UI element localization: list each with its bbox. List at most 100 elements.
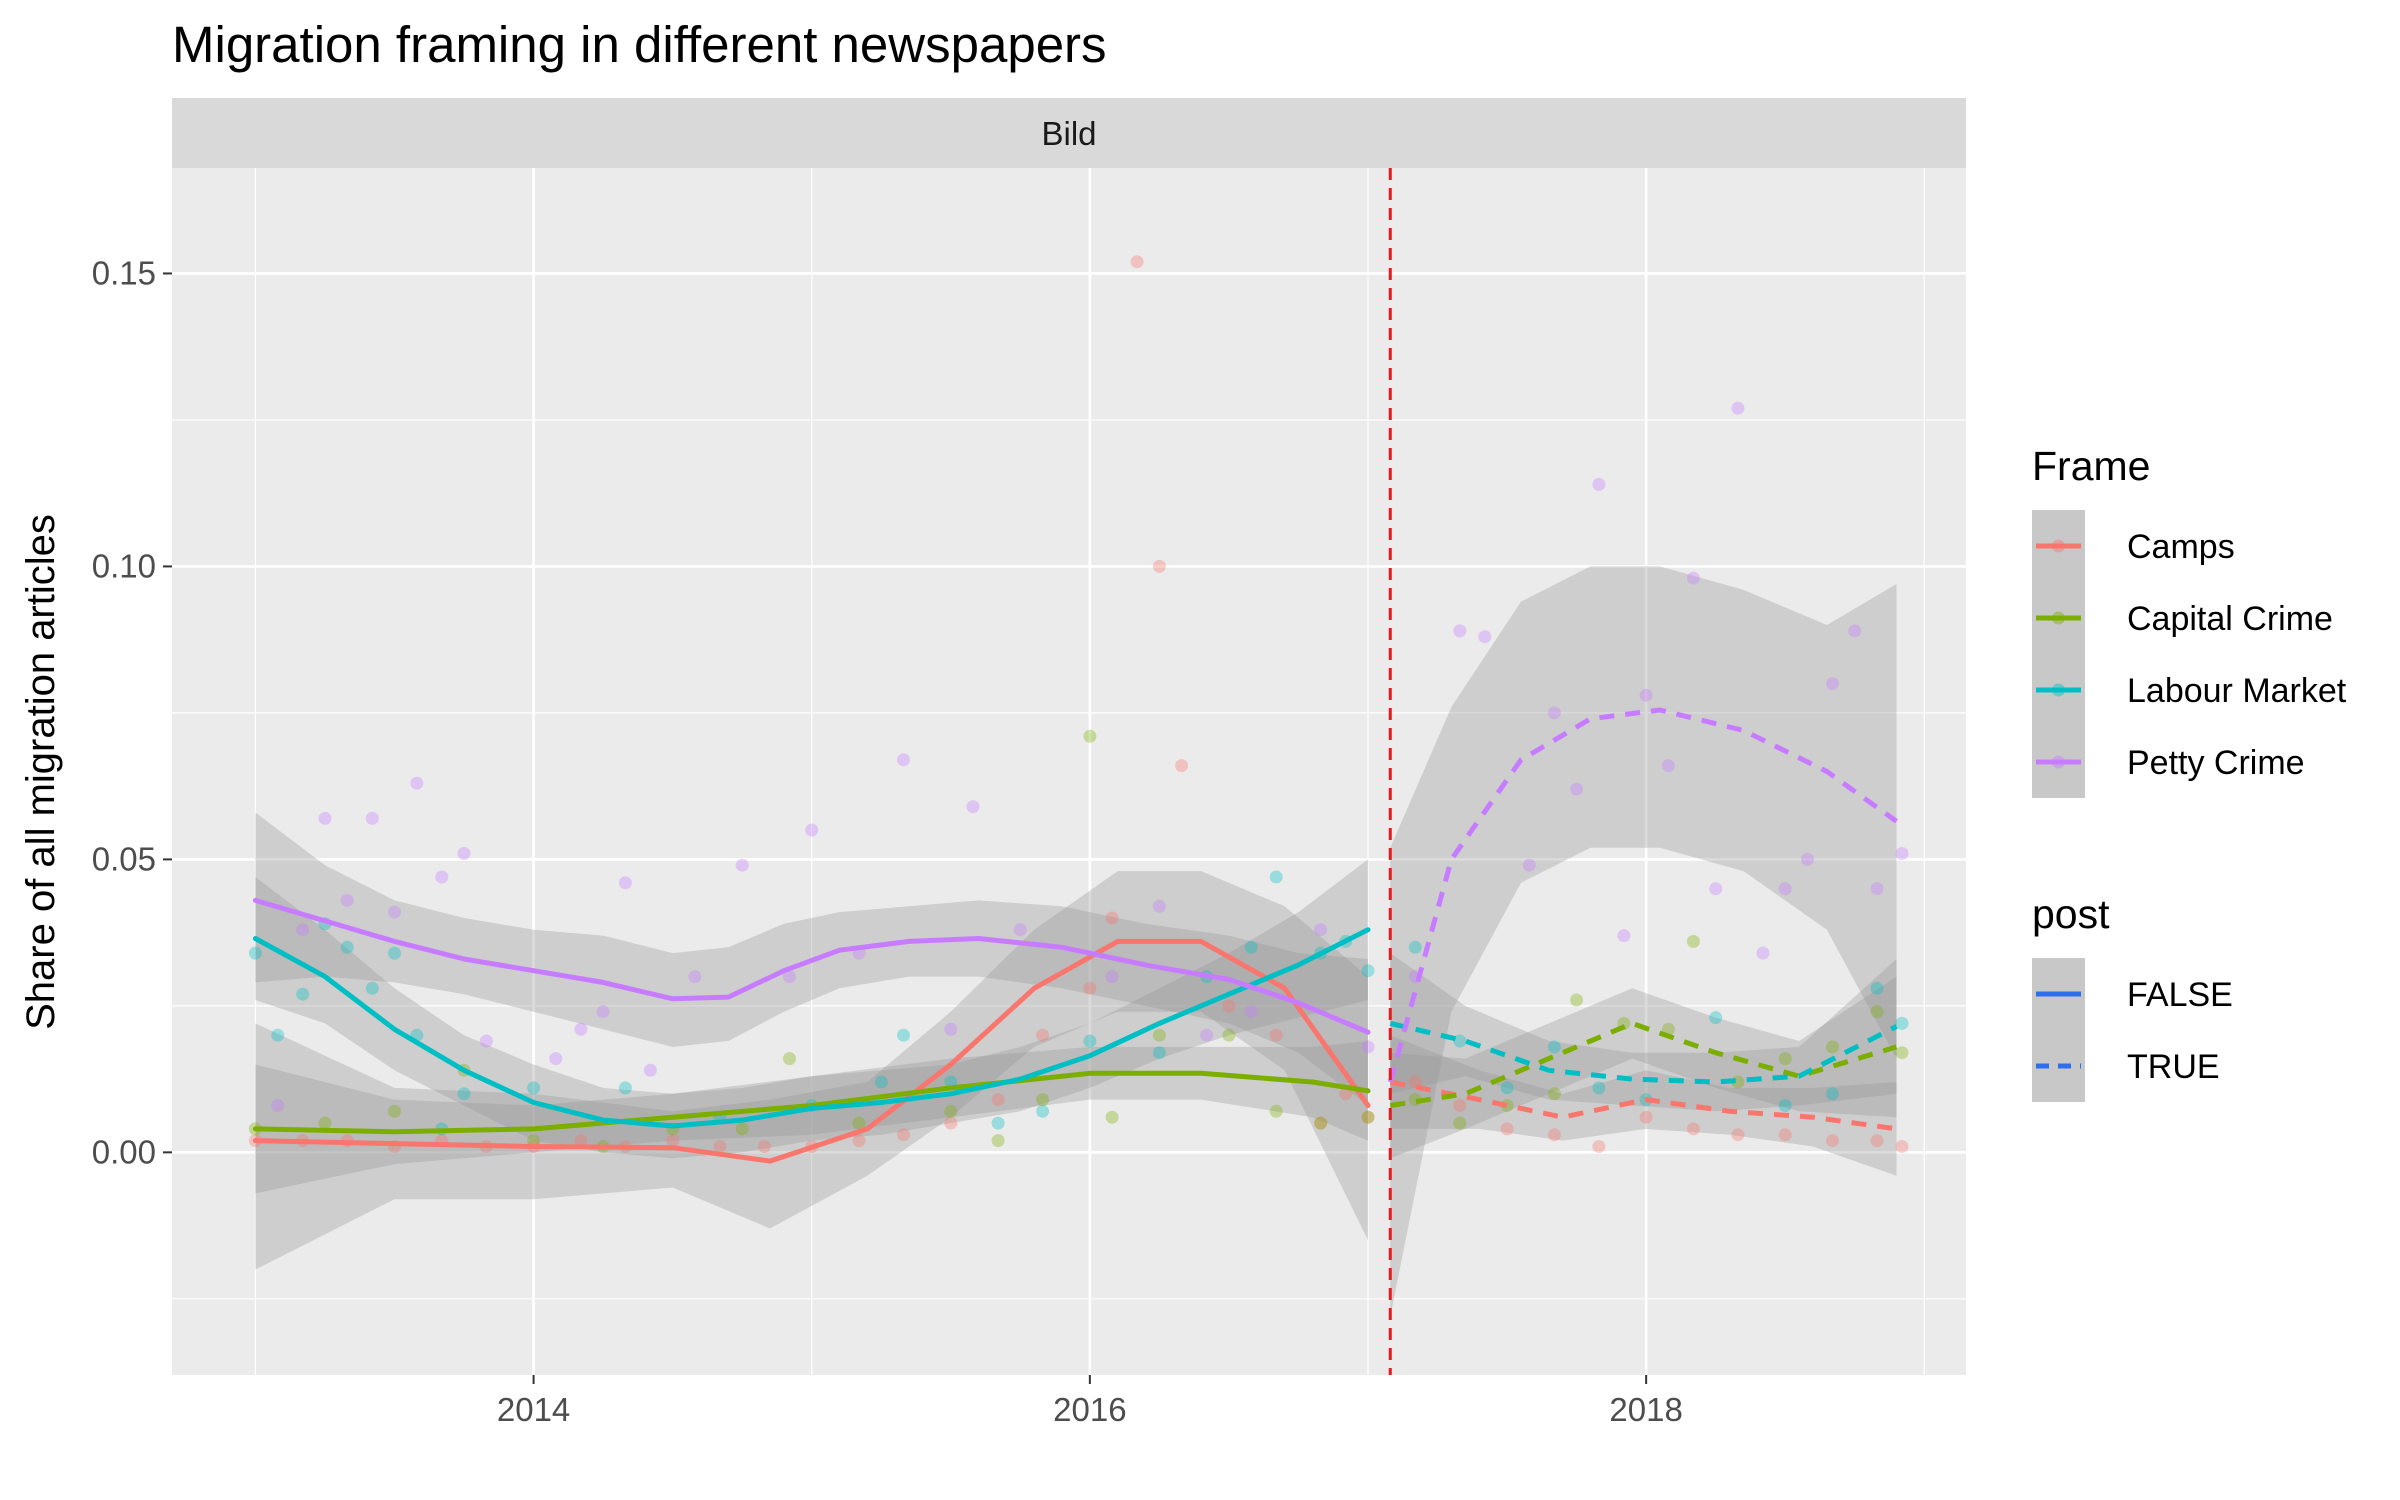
x-tick-label: 2014: [497, 1391, 570, 1428]
data-point-labour-market: [1408, 940, 1422, 954]
data-point-petty-crime: [897, 753, 910, 767]
trend-line-petty-crime-pre: [252, 897, 1371, 1035]
data-point-petty-crime: [365, 811, 379, 825]
data-point-labour-market: [1269, 870, 1283, 884]
data-point-petty-crime: [783, 970, 796, 984]
data-point-capital-crime: [1083, 729, 1097, 743]
data-point-labour-market: [1709, 1011, 1723, 1025]
data-point-petty-crime: [1895, 847, 1909, 860]
chart-title: Migration framing in different newspaper…: [172, 16, 1107, 73]
data-point-petty-crime: [1756, 946, 1770, 960]
data-point-capital-crime: [318, 1116, 332, 1130]
data-point-labour-market: [296, 987, 310, 1001]
data-point-labour-market: [340, 940, 354, 954]
data-point-petty-crime: [1709, 882, 1723, 896]
data-point-labour-market: [1870, 981, 1884, 995]
trend-line-capital-crime-pre: [252, 1070, 1371, 1135]
legend-title-frame: Frame: [2032, 443, 2150, 489]
data-point-petty-crime: [1826, 677, 1839, 691]
data-point-camps: [991, 1093, 1005, 1107]
data-point-labour-market: [1152, 1046, 1166, 1060]
data-point-petty-crime: [435, 870, 449, 884]
legend-key-point-capital-crime: [2052, 611, 2065, 625]
data-point-capital-crime: [944, 1104, 958, 1118]
data-point-labour-market: [365, 981, 379, 995]
data-point-petty-crime: [479, 1034, 493, 1048]
data-point-petty-crime: [1200, 1028, 1214, 1042]
data-point-labour-market: [388, 946, 401, 960]
data-point-capital-crime: [1152, 1028, 1166, 1042]
data-point-camps: [666, 1134, 680, 1148]
data-point-camps: [1036, 1028, 1050, 1042]
legend-label-labour-market: Labour Market: [2127, 672, 2347, 710]
data-point-camps: [1639, 1110, 1653, 1124]
data-point-camps: [713, 1140, 727, 1153]
data-point-camps: [1826, 1134, 1839, 1148]
data-point-camps: [1870, 1134, 1884, 1148]
data-point-capital-crime: [991, 1134, 1005, 1148]
data-point-capital-crime: [388, 1104, 401, 1118]
data-point-labour-market: [1500, 1081, 1514, 1095]
data-point-petty-crime: [1478, 630, 1492, 644]
data-point-petty-crime: [1639, 688, 1653, 702]
data-point-labour-market: [1895, 1016, 1909, 1030]
smooth-lines: [252, 707, 1898, 1164]
data-point-petty-crime: [1778, 882, 1792, 896]
trend-line-camps-post: [1389, 1079, 1897, 1132]
data-point-camps: [1083, 981, 1097, 995]
data-point-labour-market: [1547, 1040, 1561, 1054]
data-point-labour-market: [897, 1028, 910, 1042]
data-point-capital-crime: [1826, 1040, 1839, 1054]
y-tick-label: 0.05: [92, 840, 156, 877]
data-point-capital-crime: [735, 1122, 749, 1136]
data-point-labour-market: [874, 1075, 888, 1089]
data-point-labour-market: [1036, 1104, 1050, 1118]
data-point-camps: [1547, 1128, 1561, 1142]
data-point-petty-crime: [1013, 923, 1027, 937]
legend-label-true: TRUE: [2127, 1048, 2220, 1086]
data-point-capital-crime: [1222, 1028, 1236, 1042]
data-point-camps: [1339, 1087, 1353, 1101]
data-point-capital-crime: [1453, 1116, 1467, 1130]
data-point-labour-market: [1592, 1081, 1606, 1095]
trend-line-labour-market-pre: [252, 927, 1371, 1129]
data-point-petty-crime: [271, 1099, 285, 1112]
legend: Frame Camps Capital Crime Labour Market Pett…: [2032, 443, 2347, 1102]
data-point-petty-crime: [340, 893, 354, 907]
plot-panel: [172, 168, 1966, 1375]
data-point-petty-crime: [1570, 782, 1584, 796]
data-point-petty-crime: [1731, 401, 1745, 415]
data-point-capital-crime: [1361, 1110, 1375, 1124]
data-point-petty-crime: [1314, 923, 1328, 937]
data-points: [248, 255, 1909, 1153]
data-point-labour-market: [1778, 1099, 1792, 1112]
data-point-petty-crime: [1244, 1005, 1258, 1019]
data-point-camps: [1269, 1028, 1283, 1042]
data-point-camps: [1686, 1122, 1700, 1136]
data-point-petty-crime: [1152, 899, 1166, 913]
data-point-labour-market: [991, 1116, 1005, 1130]
data-point-petty-crime: [944, 1022, 958, 1036]
data-point-labour-market: [1453, 1034, 1467, 1048]
trend-line-labour-market-post: [1389, 1020, 1898, 1085]
data-point-camps: [852, 1134, 866, 1148]
data-point-capital-crime: [783, 1052, 796, 1066]
data-point-petty-crime: [388, 905, 401, 919]
confidence-band-camps-post: [1390, 1035, 1897, 1176]
y-tick-label: 0.00: [92, 1133, 156, 1170]
data-point-petty-crime: [1592, 477, 1606, 491]
data-point-capital-crime: [852, 1116, 866, 1130]
data-point-camps: [1105, 911, 1119, 925]
data-point-petty-crime: [966, 800, 980, 814]
data-point-petty-crime: [1870, 882, 1884, 896]
axes: 2014 2016 2018 0.00 0.05 0.10 0.15: [92, 254, 1683, 1428]
data-point-petty-crime: [1686, 571, 1700, 585]
gridlines: [172, 168, 1966, 1375]
data-point-labour-market: [618, 1081, 632, 1095]
data-point-camps: [1175, 759, 1189, 773]
data-point-petty-crime: [1522, 858, 1536, 872]
data-point-camps: [1361, 1110, 1375, 1124]
data-point-petty-crime: [618, 876, 632, 890]
confidence-band-capital-crime-pre: [255, 1041, 1368, 1194]
data-point-petty-crime: [318, 811, 332, 825]
